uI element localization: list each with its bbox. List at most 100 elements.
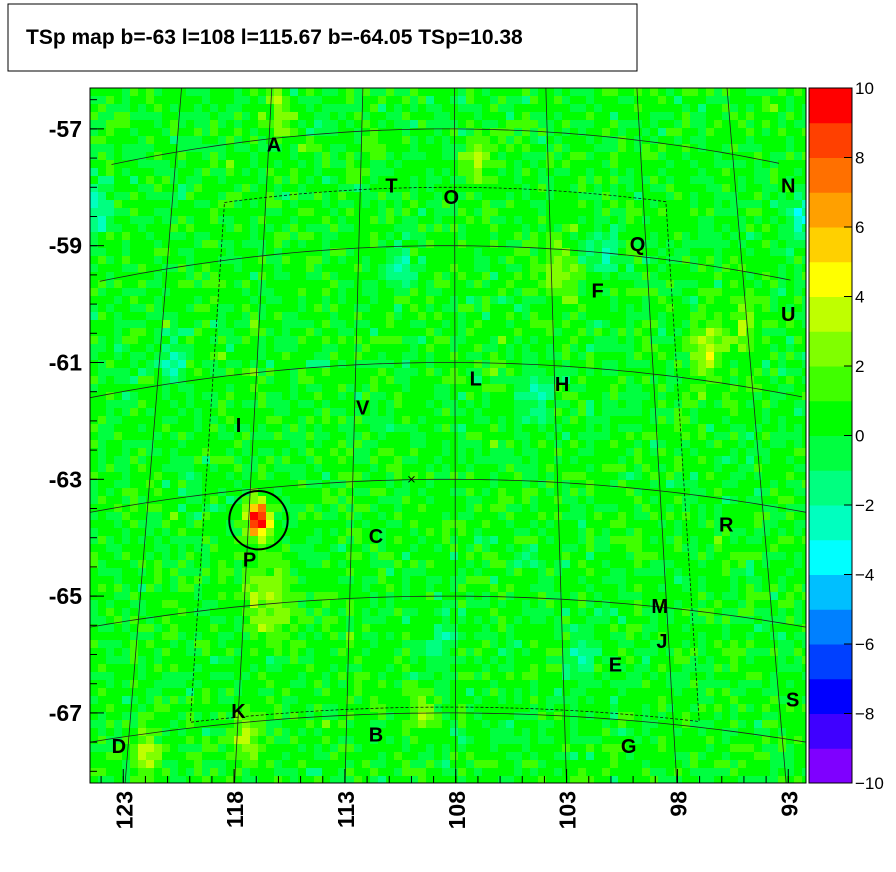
heatmap-cell	[586, 136, 595, 145]
heatmap-cell	[778, 208, 787, 217]
heatmap-cell	[434, 248, 443, 257]
heatmap-cell	[154, 408, 163, 417]
heatmap-cell	[554, 360, 563, 369]
heatmap-cell	[322, 168, 331, 177]
heatmap-cell	[522, 496, 531, 505]
heatmap-cell	[426, 272, 435, 281]
heatmap-cell	[314, 368, 323, 377]
heatmap-cell	[362, 176, 371, 185]
heatmap-cell	[794, 128, 803, 137]
heatmap-cell	[274, 88, 283, 97]
heatmap-cell	[778, 272, 787, 281]
heatmap-cell	[722, 304, 731, 313]
heatmap-cell	[666, 112, 675, 121]
heatmap-cell	[162, 336, 171, 345]
heatmap-cell	[226, 424, 235, 433]
heatmap-cell	[706, 112, 715, 121]
heatmap-cell	[682, 368, 691, 377]
heatmap-cell	[154, 240, 163, 249]
heatmap-cell	[450, 368, 459, 377]
heatmap-cell	[402, 448, 411, 457]
heatmap-cell	[186, 496, 195, 505]
heatmap-cell	[554, 160, 563, 169]
heatmap-cell	[746, 320, 755, 329]
heatmap-cell	[250, 368, 259, 377]
heatmap-cell	[642, 384, 651, 393]
heatmap-cell	[618, 128, 627, 137]
heatmap-cell	[586, 144, 595, 153]
heatmap-cell	[738, 328, 747, 337]
heatmap-cell	[706, 504, 715, 513]
heatmap-cell	[386, 368, 395, 377]
heatmap-cell	[762, 424, 771, 433]
heatmap-cell	[418, 104, 427, 113]
heatmap-cell	[690, 160, 699, 169]
heatmap-cell	[226, 144, 235, 153]
heatmap-cell	[394, 472, 403, 481]
heatmap-cell	[170, 248, 179, 257]
heatmap-cell	[626, 336, 635, 345]
heatmap-cell	[266, 400, 275, 409]
heatmap-cell	[106, 296, 115, 305]
heatmap-cell	[650, 488, 659, 497]
heatmap-cell	[674, 192, 683, 201]
heatmap-cell	[522, 400, 531, 409]
heatmap-cell	[530, 208, 539, 217]
heatmap-cell	[418, 352, 427, 361]
heatmap-cell	[698, 248, 707, 257]
heatmap-cell	[314, 464, 323, 473]
heatmap-cell	[490, 320, 499, 329]
heatmap-cell	[562, 184, 571, 193]
heatmap-cell	[370, 456, 379, 465]
heatmap-cell	[458, 480, 467, 489]
heatmap-cell	[474, 424, 483, 433]
heatmap-cell	[642, 192, 651, 201]
heatmap-cell	[258, 296, 267, 305]
heatmap-cell	[306, 200, 315, 209]
heatmap-cell	[90, 280, 99, 289]
heatmap-cell	[266, 104, 275, 113]
heatmap-cell	[242, 88, 251, 97]
heatmap-cell	[290, 480, 299, 489]
heatmap-cell	[474, 208, 483, 217]
heatmap-cell	[122, 520, 131, 529]
heatmap-cell	[738, 168, 747, 177]
heatmap-cell	[346, 160, 355, 169]
heatmap-cell	[186, 312, 195, 321]
heatmap-cell	[298, 328, 307, 337]
heatmap-cell	[682, 248, 691, 257]
heatmap-cell	[178, 376, 187, 385]
heatmap-cell	[298, 424, 307, 433]
heatmap-cell	[786, 520, 795, 529]
heatmap-cell	[282, 496, 291, 505]
heatmap-cell	[442, 152, 451, 161]
heatmap-cell	[314, 280, 323, 289]
heatmap-cell	[602, 304, 611, 313]
heatmap-cell	[122, 440, 131, 449]
heatmap-cell	[674, 264, 683, 273]
heatmap-cell	[362, 296, 371, 305]
heatmap-cell	[346, 424, 355, 433]
heatmap-cell	[90, 152, 99, 161]
heatmap-cell	[186, 232, 195, 241]
heatmap-cell	[586, 344, 595, 353]
heatmap-cell	[570, 368, 579, 377]
heatmap-cell	[306, 104, 315, 113]
heatmap-cell	[130, 520, 139, 529]
heatmap-cell	[738, 280, 747, 289]
heatmap-cell	[506, 288, 515, 297]
heatmap-cell	[762, 280, 771, 289]
heatmap-cell	[226, 528, 235, 537]
heatmap-cell	[106, 88, 115, 97]
heatmap-cell	[130, 328, 139, 337]
heatmap-cell	[266, 464, 275, 473]
heatmap-cell	[154, 352, 163, 361]
heatmap-cell	[106, 168, 115, 177]
heatmap-cell	[634, 192, 643, 201]
heatmap-cell	[530, 136, 539, 145]
heatmap-cell	[618, 432, 627, 441]
heatmap-cell	[258, 248, 267, 257]
heatmap-cell	[506, 416, 515, 425]
heatmap-cell	[122, 224, 131, 233]
heatmap-cell	[538, 456, 547, 465]
